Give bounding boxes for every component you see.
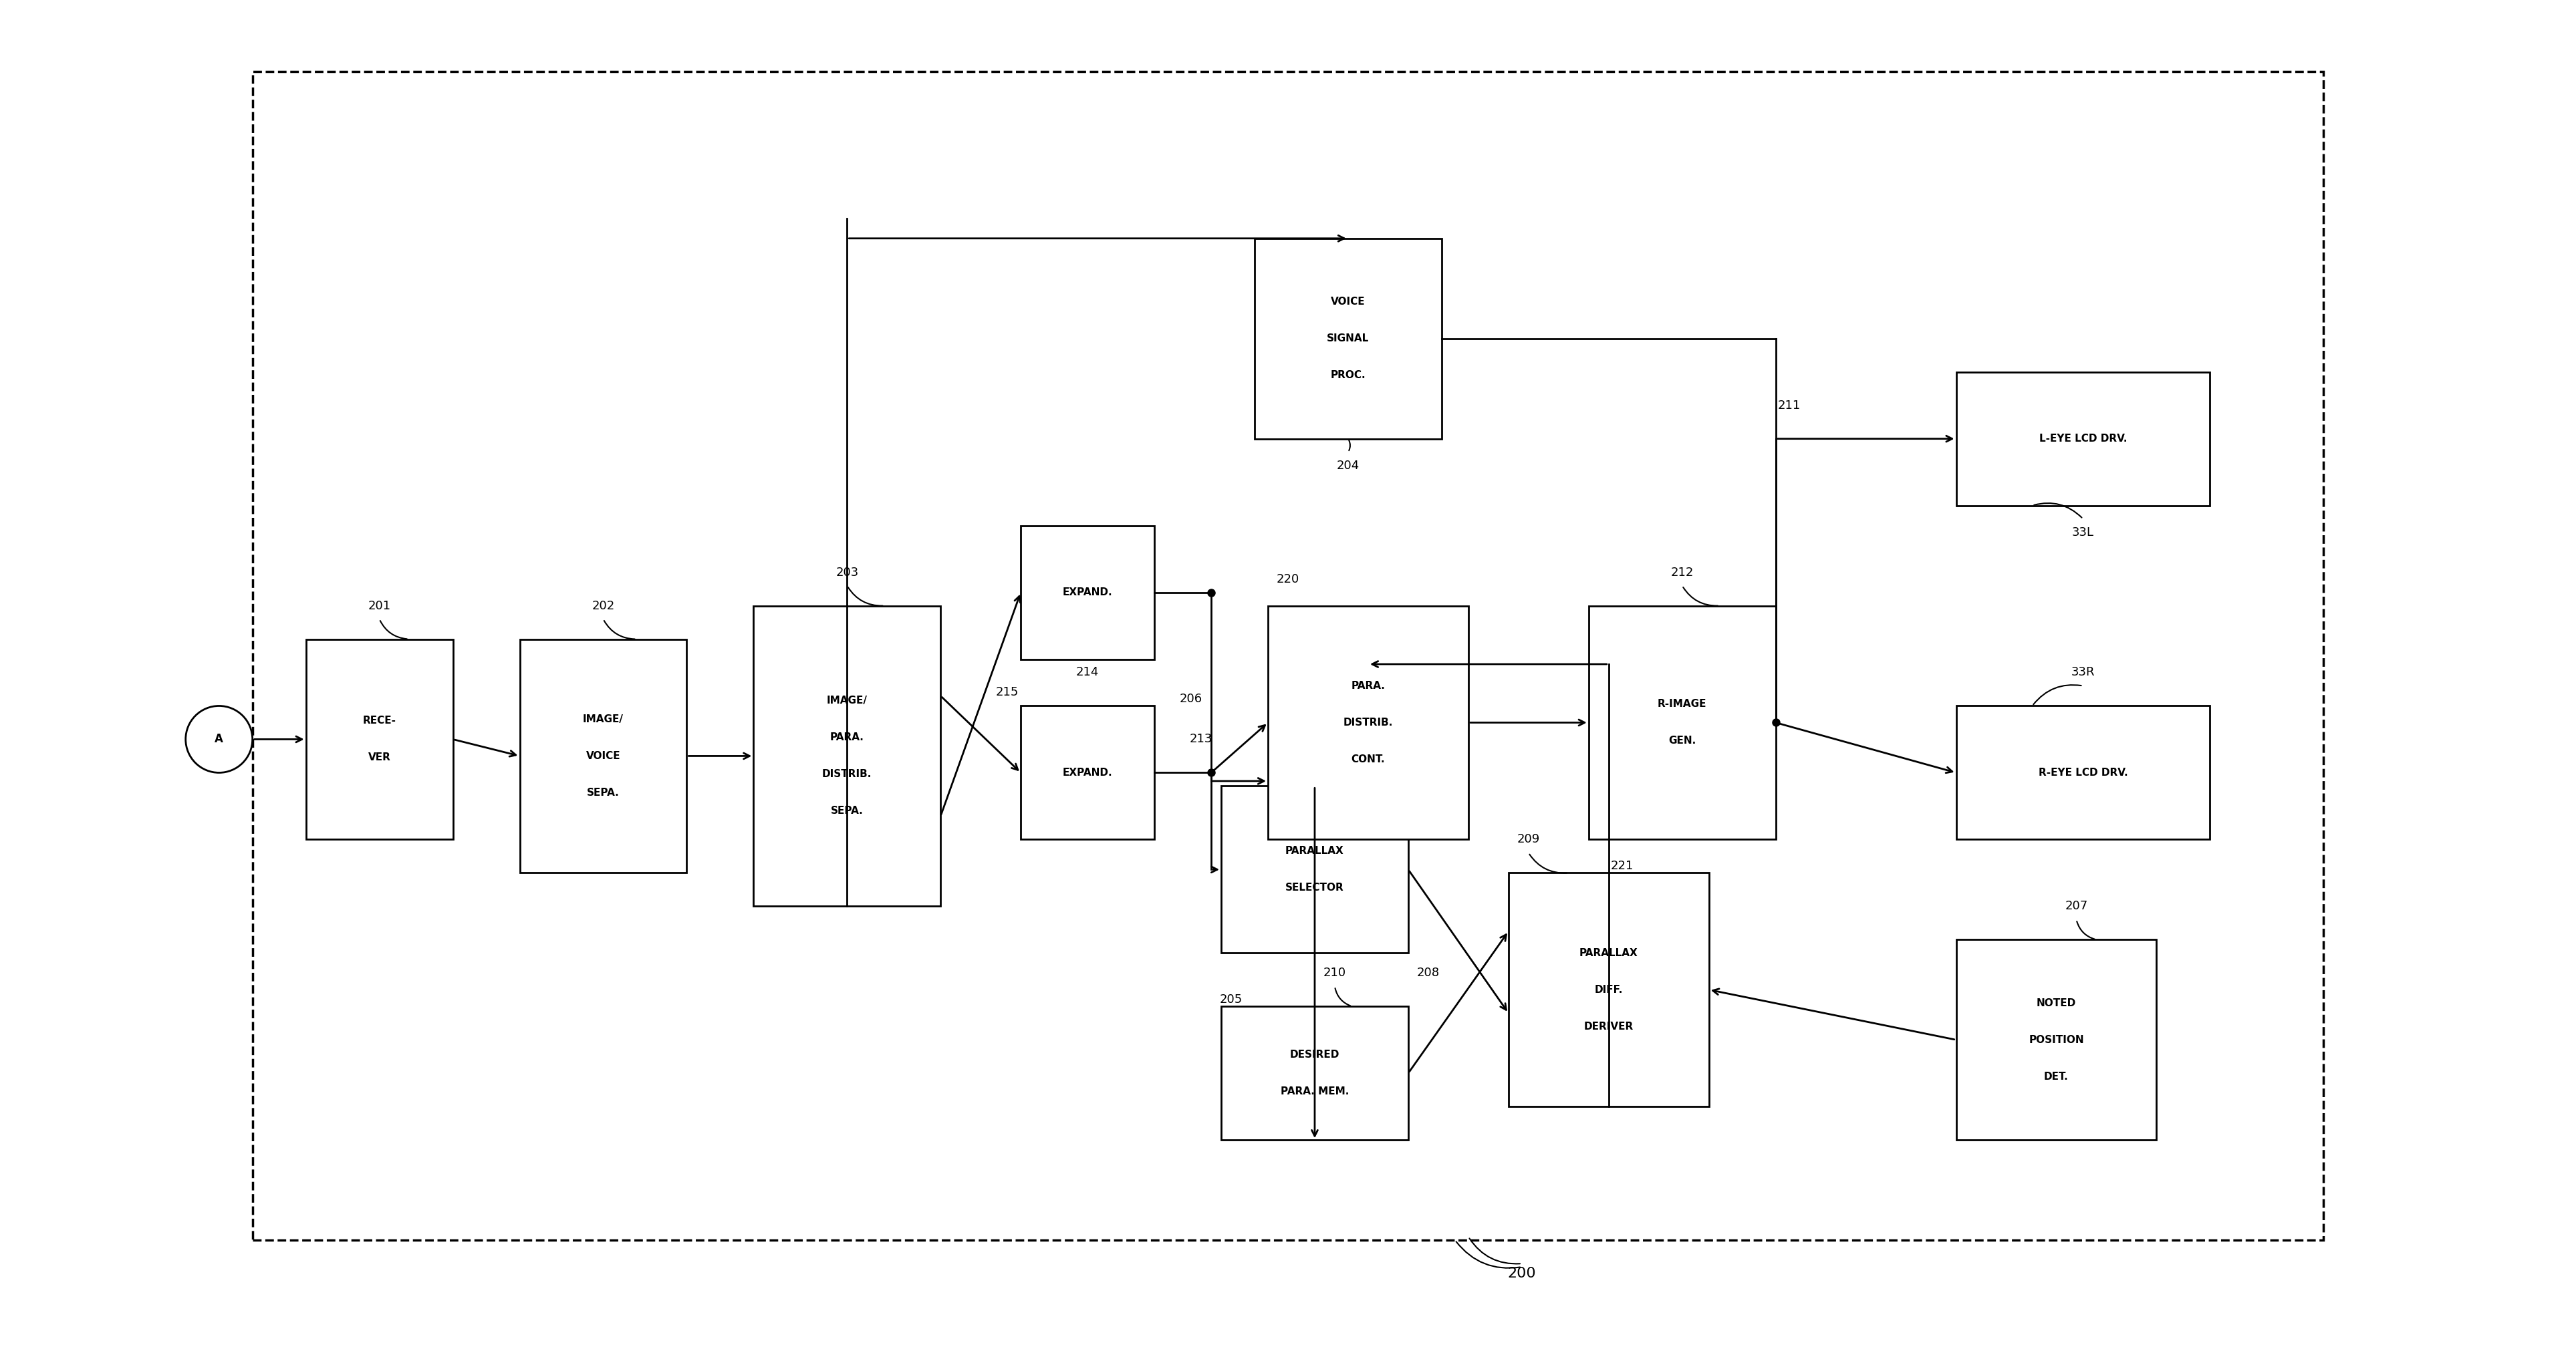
Text: DET.: DET.: [2043, 1072, 2069, 1081]
Text: 207: 207: [2066, 900, 2087, 912]
FancyBboxPatch shape: [755, 605, 940, 907]
FancyBboxPatch shape: [520, 639, 688, 873]
Text: DISTRIB.: DISTRIB.: [822, 769, 871, 779]
Text: 204: 204: [1337, 460, 1360, 472]
Text: VOICE: VOICE: [585, 751, 621, 761]
Text: SEPA.: SEPA.: [832, 806, 863, 816]
FancyBboxPatch shape: [1020, 526, 1154, 659]
Text: 210: 210: [1324, 967, 1347, 979]
Text: EXPAND.: EXPAND.: [1064, 588, 1113, 597]
Text: 203: 203: [835, 566, 858, 578]
Text: IMAGE/: IMAGE/: [582, 714, 623, 724]
Text: SELECTOR: SELECTOR: [1285, 882, 1345, 893]
Text: POSITION: POSITION: [2030, 1034, 2084, 1045]
Text: PARALLAX: PARALLAX: [1285, 846, 1345, 857]
Text: 208: 208: [1417, 967, 1440, 979]
Text: 215: 215: [997, 686, 1020, 698]
FancyBboxPatch shape: [1267, 605, 1468, 839]
FancyBboxPatch shape: [1221, 785, 1409, 954]
Text: CONT.: CONT.: [1352, 755, 1386, 764]
Text: 202: 202: [592, 600, 616, 612]
Text: PARA. MEM.: PARA. MEM.: [1280, 1087, 1350, 1096]
Text: 200: 200: [1507, 1267, 1535, 1280]
Text: R-IMAGE: R-IMAGE: [1656, 699, 1708, 709]
FancyBboxPatch shape: [1955, 940, 2156, 1141]
Text: GEN.: GEN.: [1669, 736, 1695, 746]
Text: PROC.: PROC.: [1332, 370, 1365, 381]
FancyBboxPatch shape: [307, 639, 453, 839]
Text: 213: 213: [1190, 733, 1213, 745]
Text: 33R: 33R: [2071, 667, 2094, 678]
Text: 201: 201: [368, 600, 392, 612]
Text: 33L: 33L: [2071, 526, 2094, 538]
Text: 206: 206: [1180, 693, 1203, 705]
FancyBboxPatch shape: [1589, 605, 1775, 839]
Text: PARALLAX: PARALLAX: [1579, 948, 1638, 958]
Text: SIGNAL: SIGNAL: [1327, 334, 1370, 343]
Text: DIFF.: DIFF.: [1595, 985, 1623, 995]
Text: SEPA.: SEPA.: [587, 788, 618, 798]
Text: 205: 205: [1221, 994, 1242, 1006]
Text: PARA.: PARA.: [1352, 681, 1386, 691]
Text: DERIVER: DERIVER: [1584, 1021, 1633, 1032]
FancyBboxPatch shape: [1955, 373, 2210, 506]
Text: 221: 221: [1610, 861, 1633, 872]
FancyBboxPatch shape: [1221, 1006, 1409, 1141]
FancyBboxPatch shape: [1510, 873, 1708, 1107]
Text: A: A: [214, 733, 224, 745]
Text: 212: 212: [1672, 566, 1692, 578]
Text: VER: VER: [368, 753, 392, 763]
FancyBboxPatch shape: [1955, 706, 2210, 839]
Text: 214: 214: [1077, 667, 1100, 678]
Text: EXPAND.: EXPAND.: [1064, 768, 1113, 777]
Text: 211: 211: [1777, 399, 1801, 412]
Text: DISTRIB.: DISTRIB.: [1342, 718, 1394, 728]
Text: 220: 220: [1278, 573, 1298, 585]
Text: R-EYE LCD DRV.: R-EYE LCD DRV.: [2038, 768, 2128, 777]
Text: PARA.: PARA.: [829, 733, 863, 742]
Text: VOICE: VOICE: [1332, 297, 1365, 307]
Text: NOTED: NOTED: [2038, 998, 2076, 1009]
Text: IMAGE/: IMAGE/: [827, 695, 868, 706]
Text: 209: 209: [1517, 834, 1540, 846]
FancyBboxPatch shape: [1020, 706, 1154, 839]
Text: DESIRED: DESIRED: [1291, 1050, 1340, 1060]
Text: L-EYE LCD DRV.: L-EYE LCD DRV.: [2040, 433, 2128, 444]
Text: RECE-: RECE-: [363, 716, 397, 726]
FancyBboxPatch shape: [1255, 238, 1443, 438]
